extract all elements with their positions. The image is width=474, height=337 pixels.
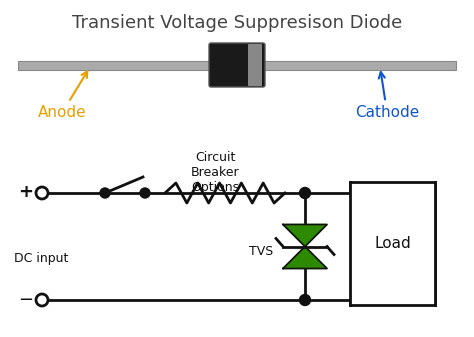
Text: Cathode: Cathode — [355, 72, 419, 120]
Text: Circuit
Breaker
Options: Circuit Breaker Options — [191, 151, 239, 194]
Circle shape — [140, 188, 150, 198]
Text: TVS: TVS — [249, 245, 273, 258]
Polygon shape — [283, 246, 327, 269]
Polygon shape — [283, 224, 327, 246]
Text: Anode: Anode — [38, 71, 87, 120]
Bar — [18, 61, 456, 69]
FancyBboxPatch shape — [248, 44, 262, 86]
Text: Transient Voltage Suppresison Diode: Transient Voltage Suppresison Diode — [72, 14, 402, 32]
Circle shape — [36, 187, 48, 199]
Text: Load: Load — [374, 236, 411, 251]
Text: +: + — [18, 183, 34, 201]
Circle shape — [300, 295, 310, 306]
Circle shape — [300, 187, 310, 198]
Text: DC input: DC input — [14, 252, 68, 265]
Circle shape — [100, 188, 110, 198]
FancyBboxPatch shape — [209, 43, 265, 87]
Circle shape — [36, 294, 48, 306]
Text: −: − — [18, 291, 34, 309]
Bar — [350, 182, 435, 305]
